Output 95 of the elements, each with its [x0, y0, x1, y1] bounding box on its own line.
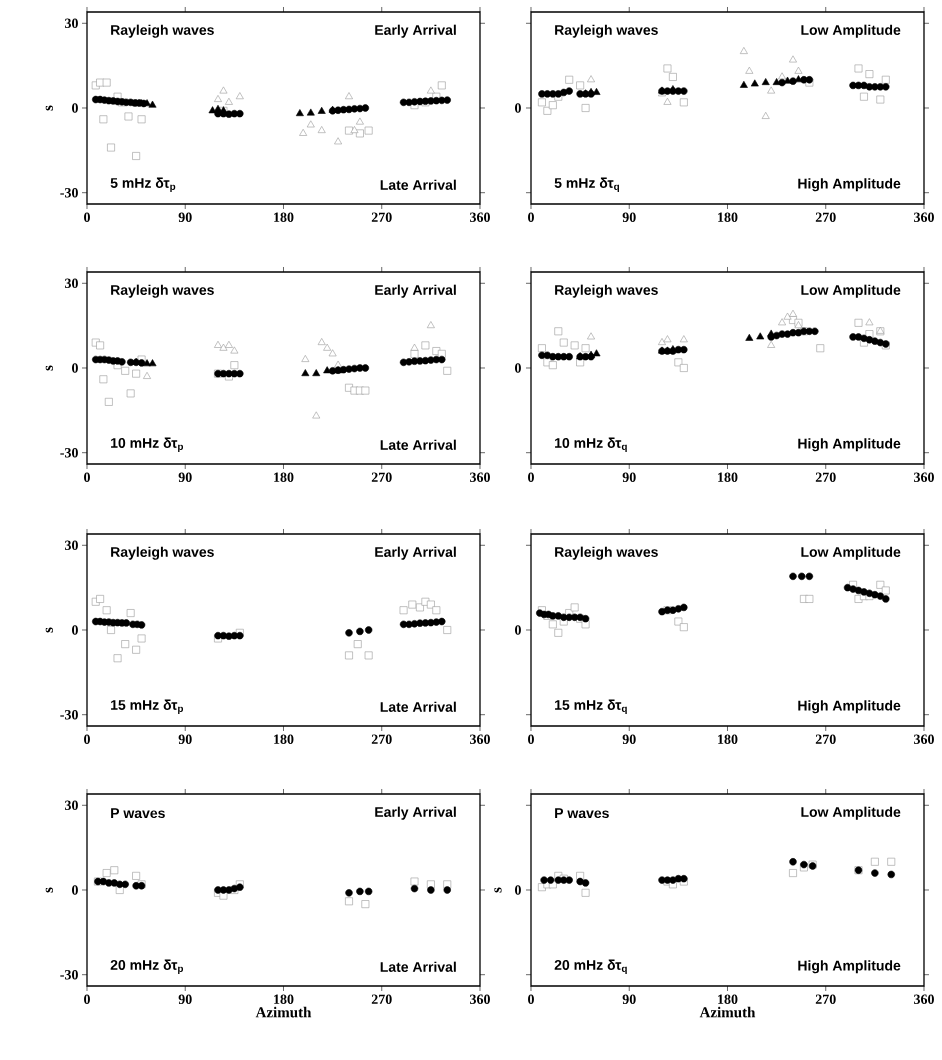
- y-tick-label: 30: [65, 540, 78, 551]
- x-tick-label: 360: [914, 994, 934, 1004]
- y-tick-label: 30: [65, 18, 78, 29]
- x-tick-label: 180: [274, 212, 294, 222]
- annotation: 15 mHz δτ$_{p}$: [111, 699, 184, 714]
- y-tick-label: -30: [60, 447, 78, 458]
- y-tick-label: 0: [72, 103, 78, 113]
- annotation: Rayleigh waves: [111, 24, 214, 38]
- y-tick-label: -30: [60, 969, 78, 980]
- x-tick-label: 360: [914, 472, 934, 482]
- annotation: Early Arrival: [375, 546, 456, 560]
- y-axis-title: s: [45, 887, 53, 893]
- annotation: Early Arrival: [375, 806, 456, 820]
- annotation: 20 mHz δτ$_{q}$: [554, 959, 627, 974]
- annotation: 10 mHz δτ$_{p}$: [111, 437, 184, 452]
- text: 0: [515, 363, 521, 373]
- x-tick-label: 360: [470, 212, 490, 222]
- annotation: High Amplitude: [798, 960, 901, 974]
- y-tick-label: -30: [60, 709, 78, 720]
- x-tick-label: 270: [371, 212, 392, 222]
- annotation: Low Amplitude: [801, 546, 901, 560]
- annotation: Early Arrival: [375, 284, 456, 298]
- x-tick-label: 270: [371, 734, 392, 744]
- y-axis-title: s: [45, 365, 53, 371]
- annotation: 5 mHz δτ$_{q}$: [554, 177, 619, 192]
- x-tick-label: 360: [470, 472, 490, 482]
- annotation: Rayleigh waves: [555, 24, 658, 38]
- x-tick-label: 270: [815, 212, 836, 222]
- annotation: P waves: [555, 808, 609, 819]
- x-tick-label: 270: [371, 994, 392, 1004]
- x-tick-label: 180: [274, 994, 294, 1004]
- text: 0: [515, 885, 521, 895]
- x-tick-label: 0: [528, 994, 534, 1004]
- x-tick-label: 360: [470, 734, 490, 744]
- annotation: Late Arrival: [380, 961, 456, 972]
- annotation: Low Amplitude: [801, 806, 901, 820]
- annotation: Low Amplitude: [801, 24, 901, 38]
- text: 0: [515, 103, 521, 113]
- x-tick-label: 180: [718, 734, 738, 744]
- text: 0: [515, 625, 521, 635]
- x-tick-label: 180: [274, 472, 294, 482]
- y-tick-label: 0: [72, 363, 78, 373]
- x-tick-label: 180: [274, 734, 294, 744]
- annotation: Late Arrival: [380, 701, 456, 712]
- y-tick-label: 0: [72, 885, 78, 895]
- y-tick-label: 30: [65, 278, 78, 289]
- y-axis-title: s: [494, 887, 502, 893]
- y-axis-title: s: [45, 627, 53, 633]
- x-tick-label: 90: [622, 994, 636, 1004]
- y-axis-title: s: [45, 105, 53, 111]
- x-tick-label: 180: [718, 994, 738, 1004]
- x-tick-label: 360: [914, 734, 934, 744]
- x-tick-label: 270: [815, 994, 836, 1004]
- y-tick-label: 30: [65, 800, 78, 811]
- x-tick-label: 360: [470, 994, 490, 1004]
- annotation: Late Arrival: [380, 179, 456, 190]
- x-tick-label: 90: [622, 212, 636, 222]
- x-tick-label: 0: [84, 472, 90, 482]
- annotation: 20 mHz δτ$_{p}$: [110, 959, 184, 974]
- x-axis-title: Azimuth: [255, 1006, 312, 1018]
- x-tick-label: 90: [622, 472, 636, 482]
- annotation: High Amplitude: [798, 438, 901, 452]
- annotation: Rayleigh waves: [555, 546, 658, 560]
- x-tick-label: 0: [84, 994, 90, 1004]
- x-tick-label: 270: [815, 734, 836, 744]
- annotation: 5 mHz δτ$_{p}$: [110, 177, 176, 192]
- x-tick-label: 90: [622, 734, 636, 744]
- y-tick-label: -30: [60, 187, 78, 198]
- x-tick-label: 0: [528, 472, 534, 482]
- annotation: High Amplitude: [798, 700, 901, 714]
- y-tick-label: 0: [72, 625, 78, 635]
- annotation: 15 mHz δτ$_{q}$: [555, 699, 627, 714]
- x-tick-label: 90: [178, 734, 192, 744]
- x-tick-label: 180: [718, 472, 738, 482]
- x-axis-title: Azimuth: [699, 1006, 756, 1018]
- x-tick-label: 90: [178, 994, 192, 1004]
- annotation: 10 mHz δτ$_{q}$: [555, 437, 627, 452]
- x-tick-label: 0: [528, 734, 534, 744]
- annotation: Rayleigh waves: [555, 284, 658, 298]
- x-tick-label: 0: [84, 734, 90, 744]
- x-tick-label: 270: [371, 472, 392, 482]
- x-tick-label: 90: [178, 472, 192, 482]
- x-tick-label: 360: [914, 212, 934, 222]
- annotation: Late Arrival: [380, 439, 456, 450]
- annotation: Early Arrival: [375, 24, 456, 38]
- annotation: Low Amplitude: [801, 284, 901, 298]
- annotation: Rayleigh waves: [111, 546, 214, 560]
- annotation: High Amplitude: [798, 178, 901, 192]
- x-tick-label: 90: [178, 212, 192, 222]
- annotation: Rayleigh waves: [111, 284, 214, 298]
- x-tick-label: 180: [718, 212, 738, 222]
- x-tick-label: 0: [528, 212, 534, 222]
- annotation: P waves: [111, 808, 165, 819]
- x-tick-label: 270: [815, 472, 836, 482]
- x-tick-label: 0: [84, 212, 90, 222]
